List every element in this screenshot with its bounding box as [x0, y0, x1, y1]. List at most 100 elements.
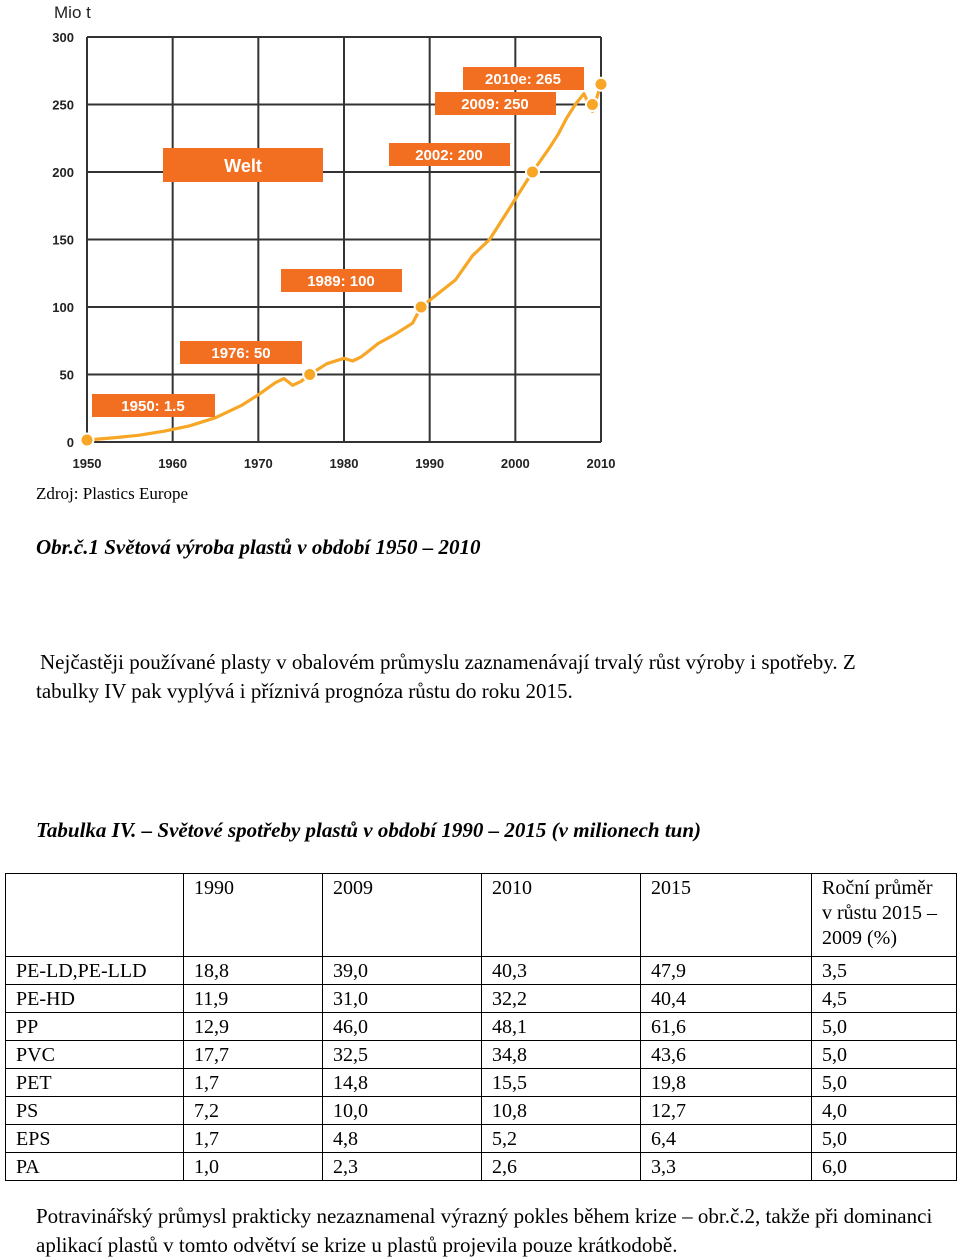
table-cell: 12,9	[183, 1012, 323, 1041]
row-label-cell: PVC	[5, 1040, 184, 1069]
label-welt: Welt	[163, 148, 323, 182]
x-tick-label: 1950	[73, 456, 102, 471]
table-cell: 5,0	[811, 1012, 957, 1041]
row-label-cell: PE-LD,PE-LLD	[5, 956, 184, 985]
table-cell: 3,5	[811, 956, 957, 985]
x-tick-label: 2000	[501, 456, 530, 471]
table-row: EPS 1,7 4,8 5,2 6,4 5,0	[5, 1124, 957, 1153]
table-cell: 19,8	[640, 1068, 812, 1097]
table-cell: 4,5	[811, 984, 957, 1013]
table-row: PA 1,0 2,3 2,6 3,3 6,0	[5, 1152, 957, 1181]
y-tick-label: 50	[60, 368, 74, 383]
table-cell: 1,7	[183, 1068, 323, 1097]
table-cell: 5,0	[811, 1040, 957, 1069]
x-tick-label: 1980	[330, 456, 359, 471]
table-cell: 39,0	[322, 956, 482, 985]
table-cell: 6,4	[640, 1124, 812, 1153]
table-cell: 4,0	[811, 1096, 957, 1125]
label-1989-text: 1989: 100	[307, 273, 375, 290]
table-cell: 10,0	[322, 1096, 482, 1125]
table-cell: 17,7	[183, 1040, 323, 1069]
table-cell: 40,4	[640, 984, 812, 1013]
label-2009: 2009: 250	[435, 92, 556, 115]
table-cell: 32,2	[481, 984, 641, 1013]
table-cell: 1,7	[183, 1124, 323, 1153]
table-cell: 5,0	[811, 1068, 957, 1097]
table-cell: 14,8	[322, 1068, 482, 1097]
table-caption-prefix: Tabulka IV.	[36, 818, 137, 842]
table-cell: 2,6	[481, 1152, 641, 1181]
table-header-row: 1990 2009 2010 2015 Roční průměr v růstu…	[5, 873, 957, 957]
table-body: 1990 2009 2010 2015 Roční průměr v růstu…	[5, 873, 957, 1181]
table-cell: 2,3	[322, 1152, 482, 1181]
production-line	[85, 82, 603, 442]
y-tick-label: 200	[52, 165, 74, 180]
x-tick-label: 1960	[158, 456, 187, 471]
chart-grid	[86, 36, 602, 443]
label-2002: 2002: 200	[389, 143, 510, 166]
label-1950-text: 1950: 1.5	[121, 398, 184, 415]
table-cell: 4,8	[322, 1124, 482, 1153]
label-1976: 1976: 50	[180, 341, 302, 364]
highlight-point	[524, 164, 540, 180]
bottom-paragraph: Potravinářský průmysl prakticky nezaznam…	[36, 1204, 933, 1257]
x-tick-label: 1990	[415, 456, 444, 471]
label-welt-text: Welt	[224, 156, 262, 176]
header-cell: 2015	[640, 873, 812, 957]
table-cell: 18,8	[183, 956, 323, 985]
highlight-point	[413, 299, 429, 315]
table-cell: 34,8	[481, 1040, 641, 1069]
table-cell: 12,7	[640, 1096, 812, 1125]
table-cell: 11,9	[183, 984, 323, 1013]
table-cell: 5,2	[481, 1124, 641, 1153]
table-row: PVC 17,7 32,5 34,8 43,6 5,0	[5, 1040, 957, 1069]
y-tick-label: 0	[67, 435, 74, 450]
table-cell: 40,3	[481, 956, 641, 985]
highlight-point	[79, 432, 95, 448]
header-cell	[5, 873, 184, 957]
body-paragraph-text: Nejčastěji používané plasty v obalovém p…	[36, 650, 856, 703]
table-cell: 1,0	[183, 1152, 323, 1181]
label-1976-text: 1976: 50	[211, 345, 270, 362]
table-cell: 3,3	[640, 1152, 812, 1181]
row-label-cell: PA	[5, 1152, 184, 1181]
chart-source: Zdroj: Plastics Europe	[36, 484, 189, 503]
label-2010e-text: 2010e: 265	[485, 71, 561, 88]
table-row: PE-LD,PE-LLD 18,8 39,0 40,3 47,9 3,5	[5, 956, 957, 985]
header-cell: 1990	[183, 873, 323, 957]
plastics-consumption-table: 1990 2009 2010 2015 Roční průměr v růstu…	[5, 873, 957, 1181]
table-cell: 48,1	[481, 1012, 641, 1041]
row-label-cell: EPS	[5, 1124, 184, 1153]
table-cell: 47,9	[640, 956, 812, 985]
table-caption: Tabulka IV. – Světové spotřeby plastů v …	[36, 818, 701, 843]
y-tick-label: 250	[52, 98, 74, 113]
highlight-point	[302, 367, 318, 382]
table-cell: 32,5	[322, 1040, 482, 1069]
x-axis-ticks: 1950 1960 1970 1980 1990 2000 2010	[73, 456, 616, 471]
y-axis-unit-label: Mio t	[54, 3, 91, 22]
header-cell: 2010	[481, 873, 641, 957]
row-label-cell: PP	[5, 1012, 184, 1041]
table-cell: 43,6	[640, 1040, 812, 1069]
label-1950: 1950: 1.5	[92, 394, 215, 417]
table-row: PE-HD 11,9 31,0 32,2 40,4 4,5	[5, 984, 957, 1013]
x-tick-label: 1970	[244, 456, 273, 471]
label-1989: 1989: 100	[281, 269, 402, 292]
y-tick-label: 150	[52, 233, 74, 248]
label-2002-text: 2002: 200	[415, 147, 483, 164]
table-row: PET 1,7 14,8 15,5 19,8 5,0	[5, 1068, 957, 1097]
table-cell: 46,0	[322, 1012, 482, 1041]
header-cell: 2009	[322, 873, 482, 957]
table-caption-rest: – Světové spotřeby plastů v období 1990 …	[136, 818, 702, 842]
y-tick-label: 300	[52, 30, 74, 45]
x-tick-label: 2010	[587, 456, 616, 471]
table-cell: 61,6	[640, 1012, 812, 1041]
row-label-cell: PET	[5, 1068, 184, 1097]
highlight-point	[593, 76, 609, 92]
table-cell: 10,8	[481, 1096, 641, 1125]
label-2009-text: 2009: 250	[461, 96, 529, 113]
table-cell: 7,2	[183, 1096, 323, 1125]
label-2010e: 2010e: 265	[463, 67, 584, 90]
row-label-cell: PE-HD	[5, 984, 184, 1013]
table-row: PS 7,2 10,0 10,8 12,7 4,0	[5, 1096, 957, 1125]
